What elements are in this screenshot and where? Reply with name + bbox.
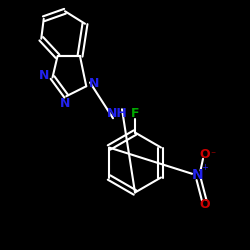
- Text: F: F: [131, 107, 139, 120]
- Text: N: N: [89, 77, 100, 90]
- Text: N: N: [39, 69, 50, 82]
- Text: +: +: [202, 164, 208, 172]
- Text: O: O: [200, 148, 210, 162]
- Text: NH: NH: [107, 107, 128, 120]
- Text: N: N: [60, 97, 70, 110]
- Text: ⁻: ⁻: [210, 150, 216, 160]
- Text: N: N: [192, 168, 203, 182]
- Text: O: O: [200, 198, 210, 211]
